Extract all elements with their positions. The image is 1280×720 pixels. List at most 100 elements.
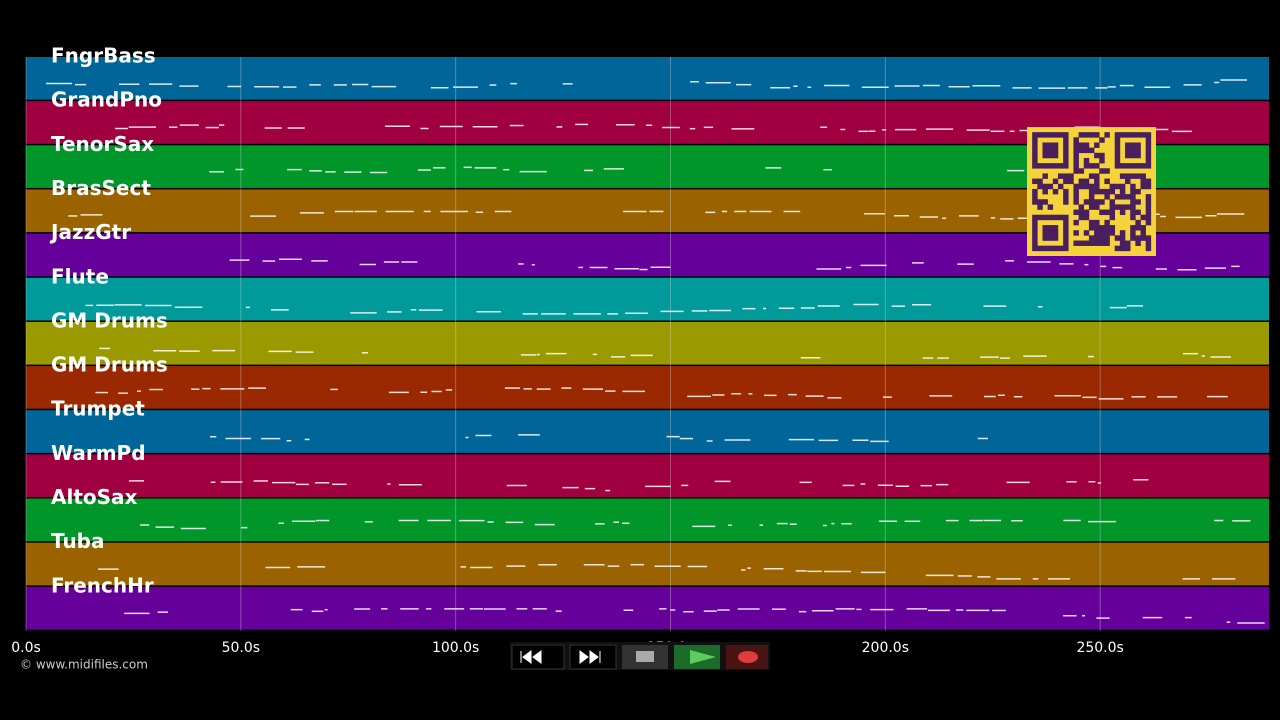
qr-cell [1057, 214, 1064, 221]
qr-cell [1094, 199, 1100, 205]
qr-cell [1130, 209, 1136, 216]
record-button[interactable] [726, 645, 768, 669]
qr-cell [1119, 132, 1126, 138]
qr-cell [1032, 178, 1038, 185]
track-lane [26, 542, 1269, 586]
stop-button[interactable] [622, 645, 668, 669]
qr-cell [1047, 230, 1054, 236]
qr-cell [1094, 204, 1100, 210]
track-lane [26, 410, 1269, 453]
qr-cell [1094, 132, 1100, 138]
qr-cell [1042, 230, 1048, 236]
rewind-button[interactable] [511, 644, 565, 670]
qr-cell [1042, 183, 1048, 190]
qr-cell [1135, 173, 1141, 179]
qr-cell [1063, 219, 1069, 226]
qr-cell [1145, 219, 1152, 226]
qr-cell [1104, 240, 1110, 246]
qr-cell [1114, 194, 1121, 200]
qr-cell [1073, 152, 1079, 159]
qr-cell [1104, 225, 1110, 231]
qr-cell [1073, 137, 1079, 143]
qr-cell [1130, 230, 1136, 236]
qr-cell [1037, 132, 1043, 138]
qr-cell [1114, 204, 1121, 210]
qr-cell [1042, 245, 1048, 252]
qr-cell [1109, 204, 1116, 210]
qr-cell [1057, 245, 1064, 252]
qr-cell [1088, 240, 1095, 246]
qr-cell [1037, 245, 1043, 252]
qr-cell [1073, 199, 1079, 205]
qr-cell [1052, 188, 1059, 195]
qr-cell [1119, 163, 1126, 169]
qr-cell [1125, 142, 1131, 148]
qr-cell [1047, 214, 1054, 221]
qr-cell [1094, 142, 1100, 148]
x-tick-label: 50.0s [222, 640, 260, 656]
forward-button[interactable] [569, 644, 617, 670]
qr-cell [1063, 178, 1069, 185]
track-lane [26, 366, 1269, 409]
qr-cell [1042, 173, 1048, 179]
qr-cell [1114, 183, 1121, 190]
qr-cell [1119, 194, 1126, 200]
qr-cell [1068, 173, 1074, 179]
qr-cell [1130, 173, 1136, 179]
labels: FngrBass GrandPno TenorSax BrasSect JazzGtr F… [11, 44, 1124, 657]
qr-cell [1099, 152, 1105, 159]
track-name: Trumpet [51, 397, 145, 421]
qr-cell [1037, 183, 1043, 190]
qr-cell [1032, 235, 1038, 241]
qr-cell [1130, 163, 1136, 169]
qr-cell [1052, 178, 1059, 185]
qr-cell [1130, 132, 1136, 138]
qr-cell [1073, 183, 1079, 190]
qr-cell [1104, 188, 1110, 195]
qr-cell [1063, 132, 1069, 138]
qr-cell [1083, 199, 1090, 205]
qr-cell [1073, 142, 1079, 148]
qr-cell [1145, 163, 1152, 169]
qr-cell [1042, 199, 1048, 205]
qr-cell [1135, 188, 1141, 195]
qr-cell [1135, 240, 1141, 246]
qr-cell [1052, 230, 1059, 236]
qr-cell [1099, 199, 1105, 205]
track-name: GrandPno [51, 88, 162, 112]
qr-cell [1099, 137, 1105, 143]
qr-cell [1052, 152, 1059, 159]
qr-cell [1032, 142, 1038, 148]
qr-cell [1140, 183, 1146, 190]
qr-cell [1088, 132, 1095, 138]
qr-cell [1135, 235, 1141, 241]
qr-cell [1145, 157, 1152, 164]
qr-cell [1145, 142, 1152, 148]
qr-cell [1109, 214, 1116, 221]
qr-cell [1078, 240, 1085, 246]
qr-cell [1135, 152, 1141, 159]
play-button[interactable] [674, 645, 720, 669]
qr-cell [1063, 225, 1069, 231]
qr-cell [1135, 163, 1141, 169]
qr-cell [1063, 235, 1069, 241]
qr-cell [1140, 178, 1146, 185]
track-name: JazzGtr [49, 220, 131, 244]
qr-cell [1130, 147, 1136, 154]
qr-cell [1094, 219, 1100, 226]
qr-cell [1114, 245, 1121, 252]
qr-cell [1114, 157, 1121, 164]
qr-cell [1042, 188, 1048, 195]
track-name: AltoSax [51, 485, 138, 509]
qr-cell [1114, 137, 1121, 143]
qr-cell [1125, 173, 1131, 179]
qr-cell [1032, 137, 1038, 143]
qr-cell [1125, 178, 1131, 185]
qr-cell [1032, 157, 1038, 164]
qr-cell [1037, 204, 1043, 210]
qr-cell [1073, 209, 1079, 216]
qr-cell [1073, 168, 1079, 174]
qr-cell [1145, 132, 1152, 138]
qr-cell [1032, 214, 1038, 221]
qr-cell [1109, 209, 1116, 216]
